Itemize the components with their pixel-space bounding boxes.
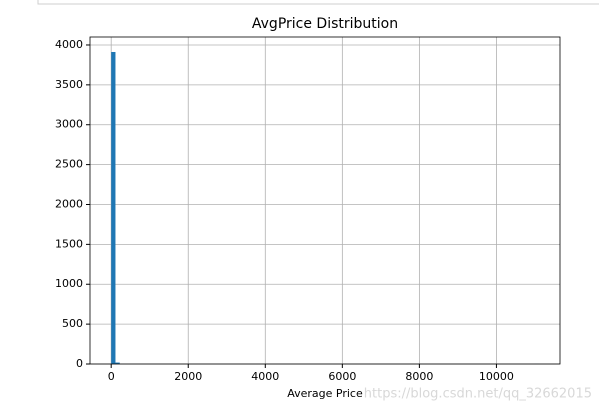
x-tick-label: 8000 [405,370,433,383]
plot-frame [89,36,561,365]
y-tick-label: 3000 [55,118,83,131]
y-tick-label: 2500 [55,158,83,171]
x-axis-label: Average Price [287,387,363,400]
bar [111,51,116,365]
bar [115,362,120,364]
x-tick-label: 10000 [479,370,514,383]
cell-border [37,0,599,5]
x-tick-label: 6000 [328,370,356,383]
y-tick-label: 3500 [55,78,83,91]
chart-title: AvgPrice Distribution [252,16,398,32]
x-tick-label: 2000 [174,370,202,383]
y-tick-label: 500 [62,317,83,330]
y-tick-label: 0 [76,357,83,370]
y-tick-label: 1000 [55,277,83,290]
y-tick-label: 1500 [55,237,83,250]
x-tick-label: 4000 [251,370,279,383]
watermark: https://blog.csdn.net/qq_32662015 [364,387,592,402]
y-tick-label: 2000 [55,197,83,210]
y-tick-label: 4000 [55,38,83,51]
x-tick-label: 0 [108,370,115,383]
